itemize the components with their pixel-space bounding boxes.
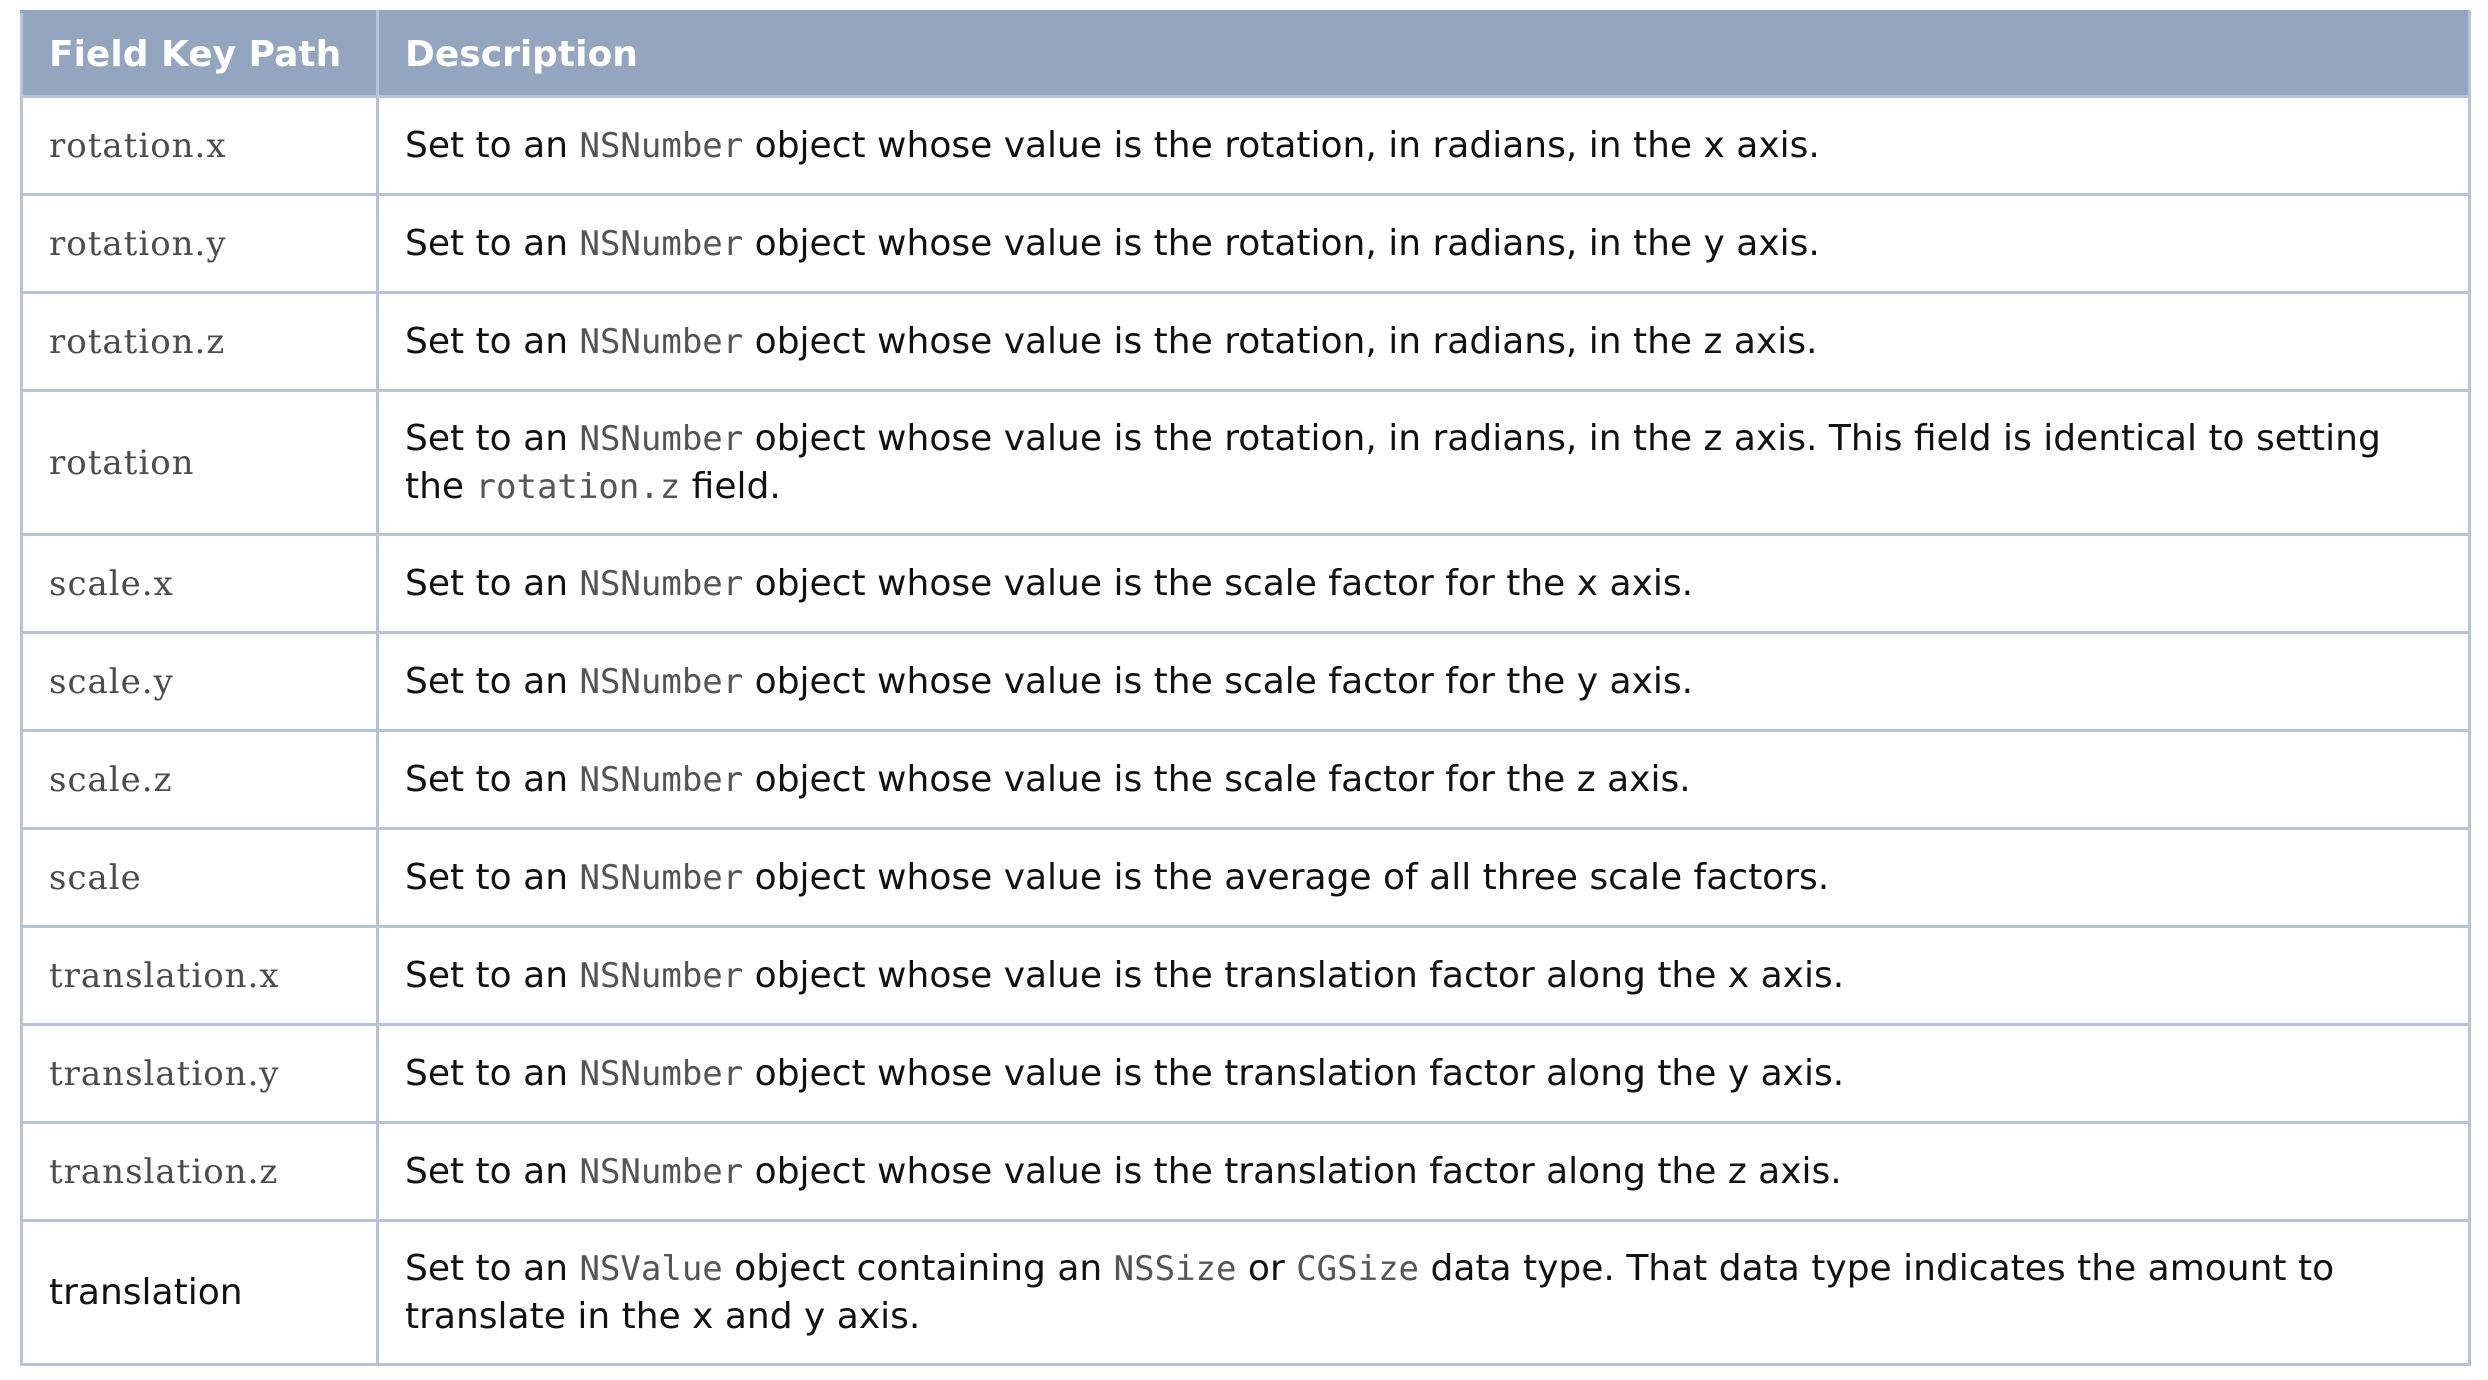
field-key-path-cell: translation.y [20,1023,379,1124]
description-text: Set to an [405,124,580,166]
code-symbol: NSNumber [579,955,744,996]
description-cell: Set to an NSNumber object whose value is… [376,389,2471,536]
description-text: Set to an [405,222,580,264]
column-header-field-key-path: Field Key Path [20,10,379,98]
field-key-path-cell: scale.y [20,631,379,732]
table-header-row: Field Key Path Description [20,10,2471,98]
description-text: object whose value is the rotation, in r… [743,124,1820,166]
table-row: rotation Set to an NSNumber object whose … [20,389,2471,536]
table-row: translation Set to an NSValue object cont… [20,1219,2471,1366]
field-key-path-cell: rotation.x [20,95,379,196]
field-key-path-table: Field Key Path Description rotation.x Set… [20,10,2471,1366]
description-text: Set to an [405,320,580,362]
field-key-path-cell: translation.z [20,1121,379,1222]
code-symbol: NSNumber [579,223,744,264]
code-symbol: NSValue [579,1248,723,1289]
description-text: Set to an [405,1247,580,1289]
column-header-description: Description [376,10,2471,98]
field-key-path-cell: scale [20,827,379,928]
description-text: data type. That data type indicates the … [405,1247,2335,1337]
table-row: scale.x Set to an NSNumber object whose v… [20,533,2471,634]
description-text: Set to an [405,1052,580,1094]
description-text: field. [680,465,781,507]
field-key-path-cell: scale.x [20,533,379,634]
code-symbol: NSSize [1113,1248,1237,1289]
code-symbol: NSNumber [579,563,744,604]
description-text: or [1236,1247,1297,1289]
table-row: rotation.y Set to an NSNumber object whos… [20,193,2471,294]
description-text: Set to an [405,1150,580,1192]
field-key-path-cell: scale.z [20,729,379,830]
field-key-path-cell: rotation.z [20,291,379,392]
field-key-path-cell: translation.x [20,925,379,1026]
description-cell: Set to an NSNumber object whose value is… [376,729,2471,830]
description-text: object containing an [722,1247,1114,1289]
field-key-path-cell: translation [20,1219,379,1366]
code-symbol: NSNumber [579,661,744,702]
table-row: translation.z Set to an NSNumber object w… [20,1121,2471,1222]
description-text: Set to an [405,660,580,702]
field-key-path-cell: rotation.y [20,193,379,294]
table-row: scale.y Set to an NSNumber object whose v… [20,631,2471,732]
code-symbol: NSNumber [579,857,744,898]
description-text: object whose value is the scale factor f… [743,758,1691,800]
table-body: rotation.x Set to an NSNumber object whos… [20,95,2471,1366]
description-text: object whose value is the rotation, in r… [743,222,1820,264]
description-text: Set to an [405,954,580,996]
description-text: Set to an [405,758,580,800]
description-text: Set to an [405,856,580,898]
code-symbol: NSNumber [579,418,744,459]
table-row: rotation.x Set to an NSNumber object whos… [20,95,2471,196]
description-text: object whose value is the translation fa… [743,1052,1845,1094]
description-text: object whose value is the scale factor f… [743,562,1694,604]
code-symbol: NSNumber [579,759,744,800]
code-symbol: rotation.z [475,466,681,507]
code-symbol: NSNumber [579,321,744,362]
description-cell: Set to an NSValue object containing an N… [376,1219,2471,1366]
table-row: translation.y Set to an NSNumber object w… [20,1023,2471,1124]
table-row: scale Set to an NSNumber object whose val… [20,827,2471,928]
description-cell: Set to an NSNumber object whose value is… [376,1121,2471,1222]
description-text: object whose value is the translation fa… [743,1150,1842,1192]
description-text: object whose value is the average of all… [743,856,1830,898]
description-cell: Set to an NSNumber object whose value is… [376,925,2471,1026]
code-symbol: CGSize [1296,1248,1420,1289]
description-cell: Set to an NSNumber object whose value is… [376,95,2471,196]
description-text: object whose value is the translation fa… [743,954,1845,996]
description-text: Set to an [405,562,580,604]
description-cell: Set to an NSNumber object whose value is… [376,533,2471,634]
table-row: scale.z Set to an NSNumber object whose v… [20,729,2471,830]
field-key-path-cell: rotation [20,389,379,536]
description-text: object whose value is the rotation, in r… [405,417,2381,507]
description-cell: Set to an NSNumber object whose value is… [376,827,2471,928]
description-cell: Set to an NSNumber object whose value is… [376,193,2471,294]
description-cell: Set to an NSNumber object whose value is… [376,291,2471,392]
description-cell: Set to an NSNumber object whose value is… [376,631,2471,732]
description-text: object whose value is the rotation, in r… [743,320,1818,362]
description-cell: Set to an NSNumber object whose value is… [376,1023,2471,1124]
table-row: rotation.z Set to an NSNumber object whos… [20,291,2471,392]
description-text: object whose value is the scale factor f… [743,660,1694,702]
code-symbol: NSNumber [579,1053,744,1094]
table-row: translation.x Set to an NSNumber object w… [20,925,2471,1026]
code-symbol: NSNumber [579,1151,744,1192]
description-text: Set to an [405,417,580,459]
code-symbol: NSNumber [579,125,744,166]
